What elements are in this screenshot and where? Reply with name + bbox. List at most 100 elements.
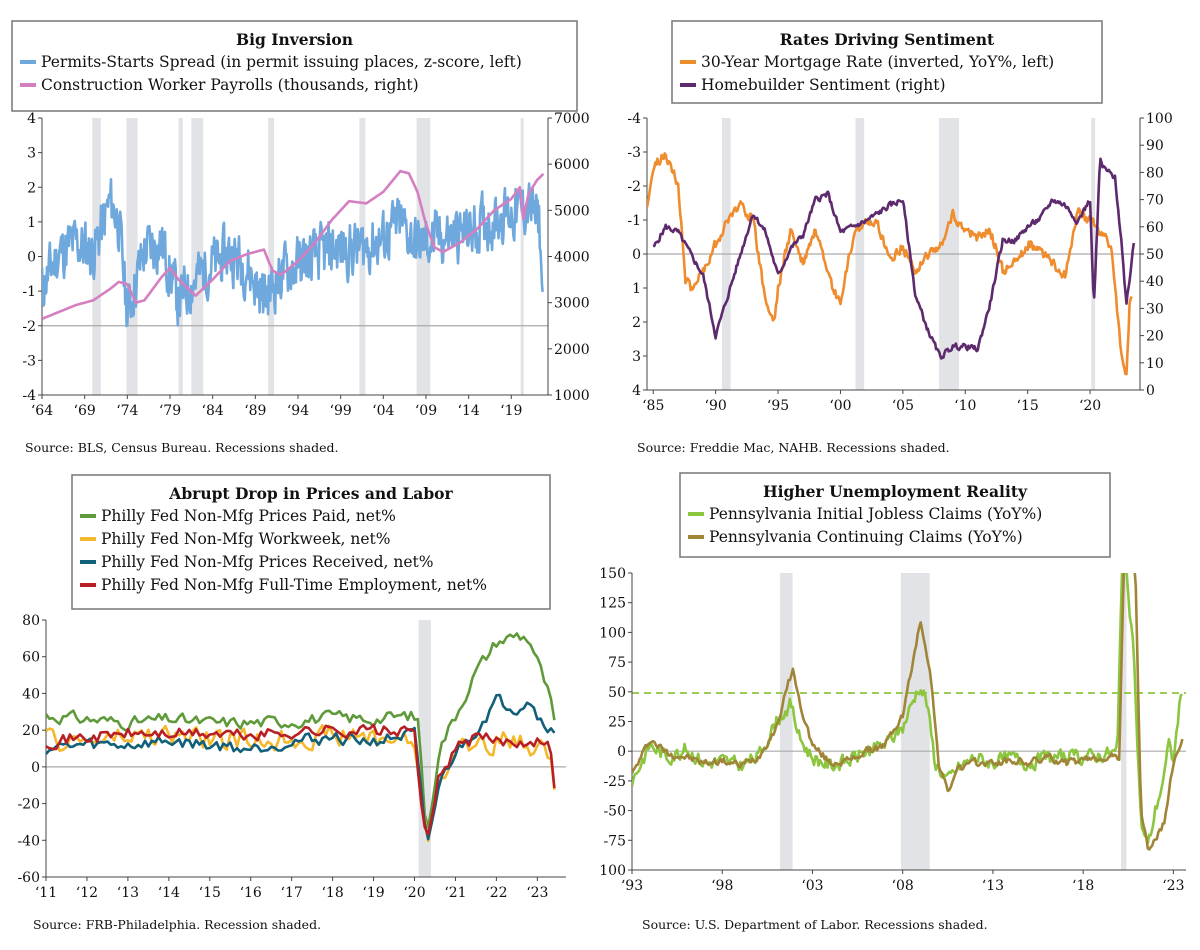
legend-label: Permits-Starts Spread (in permit issuing… bbox=[41, 53, 522, 71]
y-tick-label: -2 bbox=[22, 319, 36, 335]
y-tick-label: 2 bbox=[27, 180, 36, 196]
x-tick-label: ‘19 bbox=[362, 885, 384, 901]
y-right-tick-label: 6000 bbox=[554, 157, 590, 173]
chart-higher-unemployment: -100 -75 -50 -25 0 25 50 75 100 125 150 ‘93 ‘98 ‘03 ‘0… bbox=[595, 465, 1200, 946]
y-tick-label: 0 bbox=[31, 760, 40, 776]
legend-label: Philly Fed Non-Mfg Prices Received, net% bbox=[101, 553, 433, 571]
chart-title: Abrupt Drop in Prices and Labor bbox=[168, 484, 453, 503]
y-tick-label: 4 bbox=[632, 383, 641, 399]
legend-box bbox=[11, 20, 578, 112]
y-tick-label: -4 bbox=[627, 111, 641, 127]
legend-label: Homebuilder Sentiment (right) bbox=[701, 76, 946, 94]
y-right-tick-label: 20 bbox=[1146, 329, 1164, 345]
x-tick-label: ‘09 bbox=[415, 403, 437, 419]
y-tick-label: 20 bbox=[22, 723, 40, 739]
y-tick-label: -50 bbox=[603, 804, 626, 820]
y-right-tick-label: 70 bbox=[1146, 193, 1164, 209]
recession-band bbox=[268, 118, 275, 395]
recession-band bbox=[520, 118, 524, 395]
series-line bbox=[42, 169, 545, 320]
x-tick-label: ‘79 bbox=[159, 403, 181, 419]
x-tick-label: ‘69 bbox=[74, 403, 96, 419]
x-tick-label: ‘03 bbox=[801, 878, 823, 894]
y-tick-label: 4 bbox=[27, 111, 36, 127]
y-right-tick-label: 40 bbox=[1146, 274, 1164, 290]
y-tick-label: -3 bbox=[627, 145, 641, 161]
recession-band bbox=[178, 118, 183, 395]
x-tick-label: ‘05 bbox=[892, 398, 914, 414]
y-right-tick-label: 0 bbox=[1146, 383, 1155, 399]
x-tick-label: ‘85 bbox=[642, 398, 664, 414]
y-tick-label: 40 bbox=[22, 686, 40, 702]
y-tick-label: -4 bbox=[22, 388, 36, 404]
y-right-tick-label: 60 bbox=[1146, 220, 1164, 236]
y-tick-label: 2 bbox=[632, 315, 641, 331]
x-tick-label: ‘98 bbox=[711, 878, 733, 894]
y-tick-label: 3 bbox=[27, 146, 36, 162]
x-tick-label: ‘84 bbox=[202, 403, 224, 419]
y-tick-label: 0 bbox=[617, 744, 626, 760]
x-tick-label: ‘74 bbox=[116, 403, 138, 419]
y-tick-label: 0 bbox=[632, 247, 641, 263]
x-tick-label: ‘20 bbox=[1079, 398, 1101, 414]
series-line bbox=[42, 178, 544, 328]
legend-label: Construction Worker Payrolls (thousands,… bbox=[41, 76, 419, 94]
y-tick-label: 60 bbox=[22, 650, 40, 666]
x-tick-label: ‘23 bbox=[526, 885, 548, 901]
legend-box bbox=[679, 472, 1111, 558]
legend-label: Philly Fed Non-Mfg Prices Paid, net% bbox=[101, 507, 396, 525]
x-tick-label: ‘14 bbox=[158, 885, 180, 901]
y-tick-label: -1 bbox=[627, 213, 641, 229]
y-right-tick-label: 3000 bbox=[554, 296, 590, 312]
source-note: Source: U.S. Department of Labor. Recess… bbox=[642, 917, 988, 932]
x-tick-label: ‘04 bbox=[372, 403, 394, 419]
y-right-tick-label: 50 bbox=[1146, 247, 1164, 263]
legend-label: Pennsylvania Continuing Claims (YoY%) bbox=[709, 528, 1023, 546]
x-tick-label: ‘13 bbox=[982, 878, 1004, 894]
chart-svg: -4 -3 -2 -1 0 1 2 3 4 1000 2000 3000 4000 5000 6000 700… bbox=[11, 20, 590, 455]
y-tick-label: 75 bbox=[608, 655, 626, 671]
x-tick-label: ‘22 bbox=[485, 885, 507, 901]
y-tick-label: 0 bbox=[27, 250, 36, 266]
x-tick-label: ‘21 bbox=[444, 885, 466, 901]
x-tick-label: ‘12 bbox=[76, 885, 98, 901]
x-tick-label: ‘15 bbox=[1017, 398, 1039, 414]
source-note: Source: FRB-Philadelphia. Recession shad… bbox=[33, 917, 321, 932]
series-line bbox=[632, 573, 1184, 851]
y-tick-label: -3 bbox=[22, 353, 36, 369]
x-tick-label: ‘18 bbox=[321, 885, 343, 901]
y-tick-label: -40 bbox=[17, 833, 40, 849]
series-line bbox=[632, 573, 1183, 845]
source-note: Source: BLS, Census Bureau. Recessions s… bbox=[25, 440, 338, 455]
x-tick-label: ‘08 bbox=[892, 878, 914, 894]
x-tick-label: ‘17 bbox=[281, 885, 303, 901]
recession-band bbox=[1121, 573, 1127, 870]
y-tick-label: 3 bbox=[632, 349, 641, 365]
x-tick-label: ‘13 bbox=[117, 885, 139, 901]
chart-svg: -100 -75 -50 -25 0 25 50 75 100 125 150 ‘93 ‘98 ‘03 ‘0… bbox=[595, 472, 1186, 932]
y-tick-label: -100 bbox=[600, 863, 626, 879]
y-tick-label: 100 bbox=[600, 625, 626, 641]
y-right-tick-label: 100 bbox=[1146, 111, 1173, 127]
y-right-tick-label: 90 bbox=[1146, 138, 1164, 154]
x-tick-label: ‘15 bbox=[199, 885, 221, 901]
x-tick-label: ‘94 bbox=[287, 403, 309, 419]
x-tick-label: ‘14 bbox=[458, 403, 480, 419]
legend-label: Philly Fed Non-Mfg Full-Time Employment,… bbox=[101, 576, 487, 594]
y-tick-label: 125 bbox=[600, 596, 626, 612]
chart-title: Higher Unemployment Reality bbox=[763, 482, 1028, 501]
y-tick-label: 1 bbox=[632, 281, 641, 297]
x-tick-label: ‘20 bbox=[403, 885, 425, 901]
x-tick-label: ‘18 bbox=[1072, 878, 1094, 894]
series-line bbox=[46, 632, 556, 829]
series-line bbox=[46, 724, 556, 843]
source-note: Source: Freddie Mac, NAHB. Recessions sh… bbox=[637, 440, 950, 455]
x-tick-label: ‘00 bbox=[829, 398, 851, 414]
legend-box bbox=[71, 474, 551, 610]
x-tick-label: ‘93 bbox=[621, 878, 643, 894]
y-tick-label: -20 bbox=[17, 797, 40, 813]
y-tick-label: -2 bbox=[627, 179, 641, 195]
y-tick-label: 80 bbox=[22, 613, 40, 629]
y-right-tick-label: 10 bbox=[1146, 356, 1164, 372]
